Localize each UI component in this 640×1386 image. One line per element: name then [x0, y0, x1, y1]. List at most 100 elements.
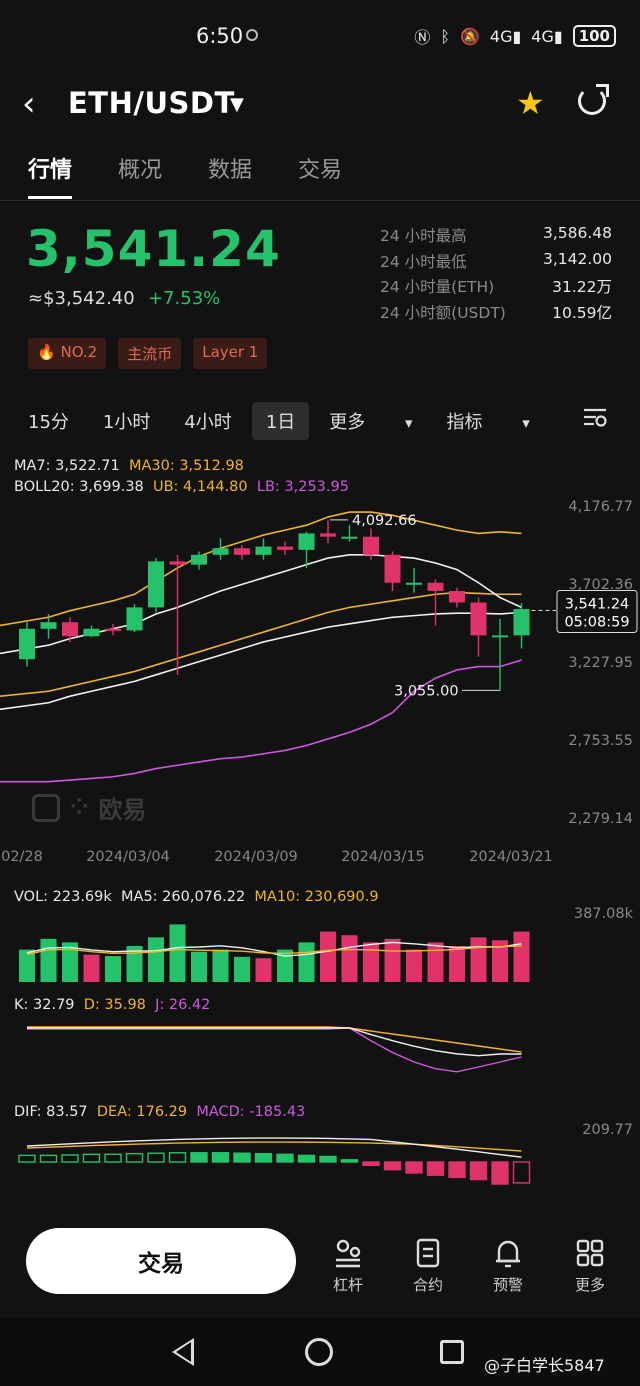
- boll-mid-line: [0, 611, 522, 711]
- candle-body: [40, 622, 57, 629]
- signal-icon: 4G▮: [489, 26, 522, 46]
- period-1h[interactable]: 1小时: [102, 412, 151, 433]
- candle-body: [320, 533, 336, 537]
- volume-bar: [148, 937, 164, 982]
- signal-icon-2: 4G▮: [531, 26, 563, 46]
- volume-bar: [298, 942, 315, 982]
- candle-body: [234, 548, 250, 555]
- candle-body: [384, 554, 401, 583]
- chart-settings-icon[interactable]: [582, 406, 608, 428]
- system-home-icon[interactable]: [305, 1338, 333, 1366]
- boll-lb-line: [0, 659, 522, 783]
- price-change: +7.53%: [148, 288, 221, 309]
- kdj-k-line: [27, 1027, 522, 1057]
- back-icon[interactable]: ‹: [22, 84, 36, 124]
- exchange-watermark: ⁘ 欧易: [32, 790, 146, 825]
- nfc-icon: Ⓝ: [414, 28, 431, 47]
- macd-legend: DIF: 83.57 DEA: 176.29 MACD: -185.43: [14, 1104, 305, 1120]
- macd-bar: [254, 1152, 273, 1163]
- macd-bar: [491, 1161, 509, 1185]
- macd-bar: [362, 1161, 380, 1166]
- volume-chart[interactable]: 387.08k: [0, 900, 640, 990]
- stat-volume: 24 小时量(ETH) 31.22万: [380, 278, 612, 296]
- volume-bar: [363, 942, 379, 982]
- tab-bar: 行情 概况 数据 交易: [28, 152, 342, 199]
- ma30-label: MA30: 3,512.98: [128, 458, 244, 474]
- price-axis-label: 3,702.36: [568, 577, 633, 593]
- period-4h[interactable]: 4小时: [184, 412, 232, 433]
- nav-more-label: 更多: [574, 1276, 605, 1294]
- macd-bar: [61, 1154, 79, 1163]
- candle-body: [470, 602, 487, 636]
- stat-high: 24 小时最高 3,586.48: [380, 224, 612, 245]
- countdown-label: 05:08:59: [564, 614, 629, 630]
- tab-overview[interactable]: 概况: [118, 158, 163, 183]
- price-axis-label: 3,227.95: [568, 655, 633, 671]
- last-price: 3,541.24: [26, 220, 281, 278]
- macd-bar: [448, 1161, 466, 1179]
- macd-axis-label: 209.77: [582, 1122, 633, 1138]
- candle-body: [126, 607, 143, 631]
- trade-button[interactable]: 交易: [26, 1228, 296, 1294]
- macd-bar: [147, 1152, 165, 1163]
- tab-data[interactable]: 数据: [208, 158, 253, 183]
- volume-bar: [126, 946, 143, 982]
- volume-bar: [234, 956, 250, 982]
- volume-bar: [83, 954, 100, 982]
- credit-watermark: @子白学长5847: [484, 1356, 605, 1375]
- lb-label: LB: 3,253.95: [256, 479, 349, 495]
- period-more[interactable]: 更多 ▾: [329, 412, 413, 433]
- macd-chart[interactable]: 209.77: [0, 1118, 640, 1198]
- chevron-down-icon[interactable]: ▼: [230, 94, 244, 115]
- macd-bar: [211, 1152, 230, 1163]
- nav-leverage-label: 杠杆: [332, 1276, 363, 1294]
- nav-alert-label: 预警: [492, 1276, 523, 1294]
- category-tag[interactable]: 主流币: [118, 338, 182, 369]
- nav-more[interactable]: 更多: [562, 1236, 618, 1295]
- d-label: D: 35.98: [83, 997, 146, 1013]
- volume-bar: [62, 942, 78, 982]
- pair-title[interactable]: ETH/USDT: [68, 86, 235, 120]
- candle-body: [363, 536, 379, 555]
- j-label: J: 26.42: [155, 997, 211, 1013]
- volume-bar: [406, 949, 422, 982]
- candle-body: [105, 628, 121, 631]
- nav-contract[interactable]: 合约: [400, 1236, 456, 1295]
- macd-bar: [297, 1154, 316, 1163]
- system-recents-icon[interactable]: [440, 1340, 464, 1364]
- divider: [0, 200, 640, 201]
- last-price-label: 3,541.24: [565, 596, 630, 612]
- boll-ub-line: [0, 511, 522, 627]
- favorite-star-icon[interactable]: ★: [516, 84, 545, 122]
- nav-alert[interactable]: 预警: [480, 1236, 536, 1295]
- candle-body: [83, 628, 100, 637]
- layer-tag[interactable]: Layer 1: [193, 338, 268, 369]
- share-icon[interactable]: [578, 84, 609, 115]
- stat-turnover: 24 小时额(USDT) 10.59亿: [380, 303, 612, 322]
- candle-body: [427, 582, 444, 591]
- period-15m[interactable]: 15分: [28, 412, 69, 433]
- macd-bar: [512, 1161, 531, 1184]
- tab-trade[interactable]: 交易: [298, 158, 343, 183]
- period-1d[interactable]: 1日: [251, 402, 310, 440]
- low-annotation: 3,055.00: [394, 683, 459, 699]
- ma-legend: MA7: 3,522.71 MA30: 3,512.98: [14, 458, 244, 474]
- macd-bar: [405, 1161, 423, 1174]
- system-back-icon[interactable]: [172, 1338, 194, 1366]
- price-chart[interactable]: 4,176.77 3,702.36 3,227.95 2,753.55 2,279.14…: [0, 446, 640, 886]
- indicator-menu[interactable]: 指标 ▾: [446, 412, 530, 433]
- volume-bar: [255, 958, 272, 982]
- volume-bar: [169, 924, 186, 982]
- clock: 6:50: [196, 24, 244, 48]
- volume-bar: [191, 951, 207, 982]
- ub-label: UB: 4,144.80: [153, 479, 248, 495]
- tab-market[interactable]: 行情: [28, 152, 73, 199]
- date-axis-label: 2024/03/21: [469, 849, 553, 865]
- volume-bar: [277, 949, 293, 982]
- rank-tag[interactable]: 🔥 NO.2: [28, 338, 107, 369]
- candle-body: [148, 561, 164, 608]
- volume-bar: [105, 956, 121, 982]
- nav-leverage[interactable]: 杠杆: [320, 1236, 376, 1295]
- expand-icon: [32, 793, 60, 822]
- kdj-chart[interactable]: [0, 1016, 640, 1092]
